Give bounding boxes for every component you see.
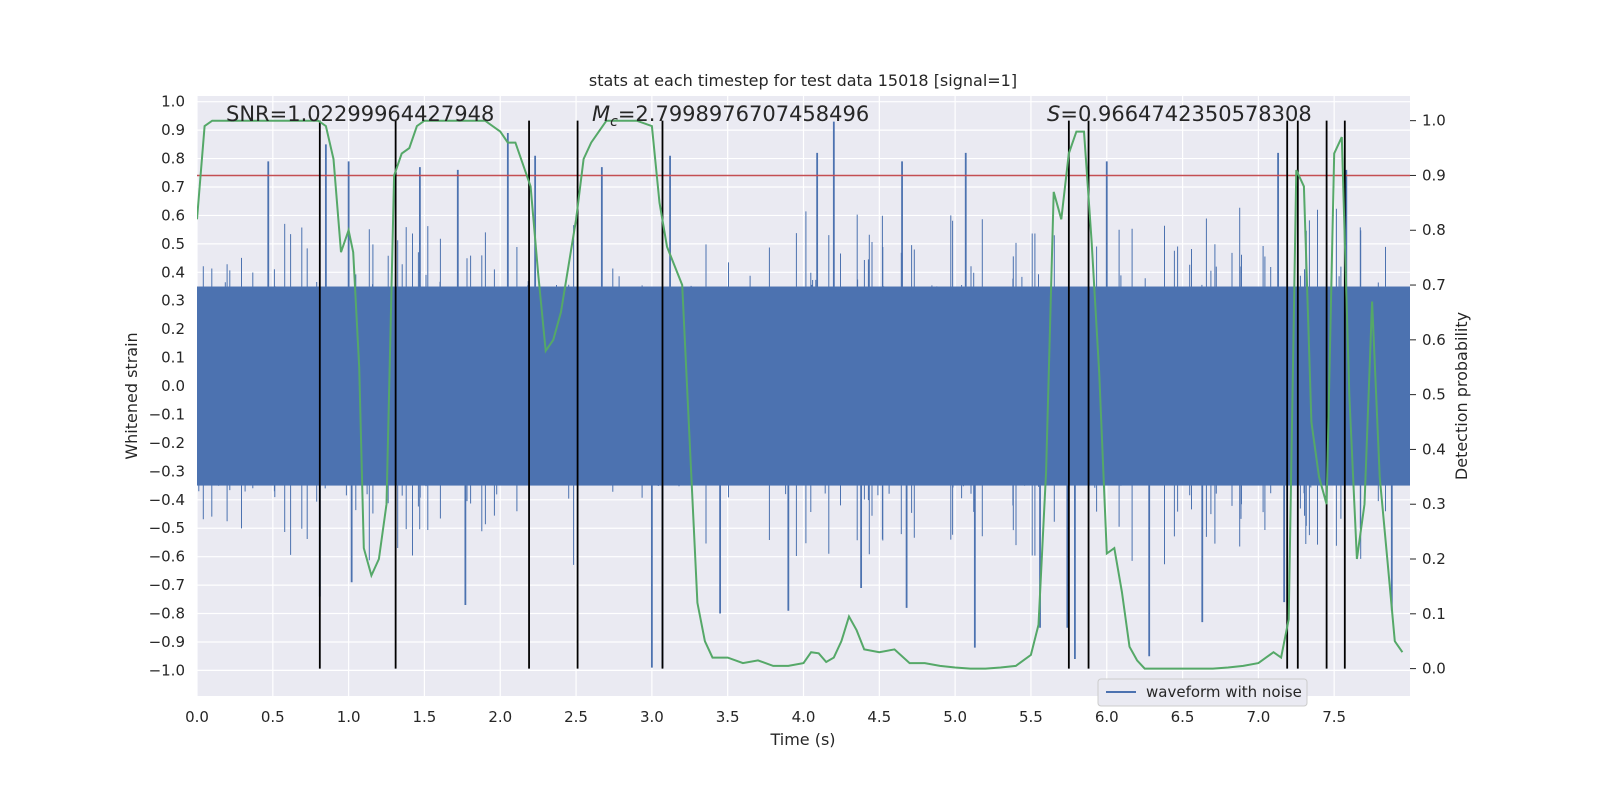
s-annotation: S=0.9664742350578308 (1047, 102, 1312, 126)
y-left-tick-label: −0.6 (149, 548, 185, 566)
x-tick-label: 5.5 (1019, 708, 1043, 726)
x-tick-label: 4.5 (867, 708, 891, 726)
s-value: =0.9664742350578308 (1060, 102, 1311, 126)
y-left-tick-label: 0.9 (161, 121, 185, 139)
y-left-tick-label: −0.5 (149, 519, 185, 537)
y-right-tick-label: 0.5 (1422, 386, 1446, 404)
s-symbol: S (1047, 102, 1060, 126)
legend-label: waveform with noise (1146, 683, 1302, 701)
y-axis-label-left: Whitened strain (122, 332, 141, 459)
chirp-mass-value: =2.7998976707458496 (618, 102, 869, 126)
y-left-tick-label: 0.2 (161, 320, 185, 338)
x-tick-labels: 0.0 0.5 1.0 1.5 2.0 2.5 3.0 3.5 4.0 4.5 5.0 5.5 6.0 6… (185, 708, 1346, 726)
y-right-tick-label: 0.4 (1422, 440, 1446, 458)
y-left-tick-labels: 1.0 0.9 0.8 0.7 0.6 0.5 0.4 0.3 0.2 0.1 0.0 −0.1 −0.… (149, 93, 185, 680)
y-left-tick-label: 0.0 (161, 377, 185, 395)
y-left-tick-label: 0.1 (161, 349, 185, 367)
y-left-tick-label: −0.7 (149, 576, 185, 594)
y-left-tick-label: −0.9 (149, 633, 185, 651)
y-right-tick-label: 0.8 (1422, 221, 1446, 239)
x-tick-label: 1.0 (337, 708, 361, 726)
y-left-tick-label: 0.6 (161, 206, 185, 224)
y-right-tick-label: 0.3 (1422, 495, 1446, 513)
y-right-tick-label: 0.9 (1422, 166, 1446, 184)
y-left-tick-label: −0.2 (149, 434, 185, 452)
y-left-tick-label: 0.3 (161, 292, 185, 310)
y-left-tick-label: 0.8 (161, 150, 185, 168)
x-tick-label: 0.5 (261, 708, 285, 726)
x-tick-label: 2.0 (488, 708, 512, 726)
legend: waveform with noise (1097, 678, 1308, 707)
y-left-tick-label: −0.1 (149, 405, 185, 423)
x-tick-label: 5.0 (943, 708, 967, 726)
chirp-mass-subscript: c (610, 114, 618, 130)
y-left-tick-label: −0.8 (149, 605, 185, 623)
chirp-mass-annotation: Mc=2.7998976707458496 (592, 102, 869, 130)
detection-probability-line (197, 119, 1404, 670)
x-tick-label: 6.5 (1171, 708, 1195, 726)
y-right-tick-label: 1.0 (1422, 112, 1446, 130)
y-left-tick-label: 0.5 (161, 235, 185, 253)
x-tick-label: 7.5 (1322, 708, 1346, 726)
y-left-tick-label: 0.4 (161, 263, 185, 281)
y-right-tick-labels: 0.0 0.1 0.2 0.3 0.4 0.5 0.6 0.7 0.8 0.9 1.0 (1410, 112, 1446, 678)
y-left-tick-label: −1.0 (149, 661, 185, 679)
x-tick-label: 3.0 (640, 708, 664, 726)
y-left-tick-label: 0.7 (161, 178, 185, 196)
y-right-tick-label: 0.0 (1422, 660, 1446, 678)
x-tick-label: 6.0 (1095, 708, 1119, 726)
chart-title: stats at each timestep for test data 150… (589, 71, 1017, 90)
x-tick-label: 3.5 (716, 708, 740, 726)
y-left-tick-label: −0.3 (149, 462, 185, 480)
legend-box (1097, 678, 1308, 707)
x-tick-label: 0.0 (185, 708, 209, 726)
chirp-mass-symbol: M (592, 102, 610, 126)
x-tick-label: 1.5 (413, 708, 437, 726)
x-axis-label: Time (s) (769, 730, 835, 749)
y-right-tick-label: 0.1 (1422, 605, 1446, 623)
y-left-tick-label: 1.0 (161, 93, 185, 111)
x-tick-label: 2.5 (564, 708, 588, 726)
snr-annotation: SNR=1.02299964427948 (226, 102, 494, 126)
y-right-tick-label: 0.2 (1422, 550, 1446, 568)
y-axis-label-right: Detection probability (1452, 312, 1471, 480)
x-tick-label: 4.0 (792, 708, 816, 726)
waveform-core-band (197, 286, 1410, 486)
y-right-tick-label: 0.7 (1422, 276, 1446, 294)
y-left-tick-label: −0.4 (149, 491, 185, 509)
y-right-tick-label: 0.6 (1422, 331, 1446, 349)
x-tick-label: 7.0 (1246, 708, 1270, 726)
waveform-series (197, 121, 1410, 668)
